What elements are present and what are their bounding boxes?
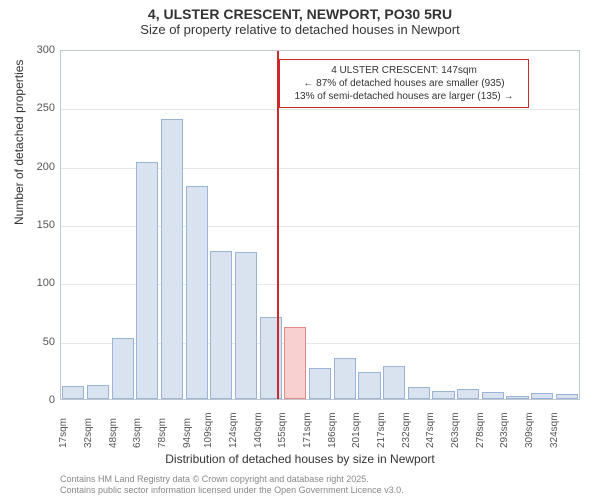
bar [383, 366, 405, 399]
bar [87, 385, 109, 399]
bar [210, 251, 232, 399]
bar [309, 368, 331, 400]
annotation-line3: 13% of semi-detached houses are larger (… [286, 90, 522, 103]
y-tick-label: 0 [15, 394, 55, 406]
bar [62, 386, 84, 399]
y-tick-label: 100 [15, 277, 55, 289]
plot-region: 17sqm32sqm48sqm63sqm78sqm94sqm109sqm124s… [60, 50, 580, 400]
footer-line1: Contains HM Land Registry data © Crown c… [60, 474, 404, 485]
x-tick-label: 232sqm [401, 412, 412, 448]
x-tick-label: 263sqm [450, 412, 461, 448]
bar [457, 389, 479, 400]
bar-highlight [284, 327, 306, 399]
x-tick-label: 201sqm [352, 412, 363, 448]
y-tick-label: 250 [15, 102, 55, 114]
x-tick-label: 217sqm [376, 412, 387, 448]
x-tick-label: 186sqm [327, 412, 338, 448]
x-tick-label: 63sqm [132, 418, 143, 448]
bar [136, 162, 158, 399]
x-tick-label: 78sqm [157, 418, 168, 448]
bar [358, 372, 380, 399]
bar [161, 119, 183, 399]
bar [482, 392, 504, 399]
bar [531, 393, 553, 399]
annotation-line1: 4 ULSTER CRESCENT: 147sqm [286, 64, 522, 77]
bar-slot: 17sqm [61, 51, 86, 399]
x-tick-label: 17sqm [58, 418, 69, 448]
bar-slot: 324sqm [554, 51, 579, 399]
footer-line2: Contains public sector information licen… [60, 485, 404, 496]
x-tick-label: 293sqm [500, 412, 511, 448]
x-tick-label: 171sqm [302, 412, 313, 448]
bar [432, 391, 454, 399]
y-tick-label: 50 [15, 336, 55, 348]
bar-slot: 48sqm [110, 51, 135, 399]
x-tick-label: 94sqm [182, 418, 193, 448]
annotation-box: 4 ULSTER CRESCENT: 147sqm ← 87% of detac… [279, 59, 529, 108]
x-tick-label: 109sqm [204, 412, 215, 448]
bar [112, 338, 134, 399]
bar-slot: 78sqm [160, 51, 185, 399]
annotation-line2: ← 87% of detached houses are smaller (93… [286, 77, 522, 90]
x-tick-label: 309sqm [524, 412, 535, 448]
bar-slot: 309sqm [530, 51, 555, 399]
bar [235, 252, 257, 399]
y-tick-label: 150 [15, 219, 55, 231]
x-axis-label: Distribution of detached houses by size … [0, 452, 600, 466]
y-tick-label: 300 [15, 44, 55, 56]
x-tick-label: 48sqm [108, 418, 119, 448]
x-tick-label: 140sqm [253, 412, 264, 448]
y-tick-label: 200 [15, 161, 55, 173]
chart-area: 17sqm32sqm48sqm63sqm78sqm94sqm109sqm124s… [60, 50, 580, 400]
x-tick-label: 247sqm [426, 412, 437, 448]
bar-slot: 124sqm [234, 51, 259, 399]
chart-title: 4, ULSTER CRESCENT, NEWPORT, PO30 5RU [0, 0, 600, 22]
bar [334, 358, 356, 399]
bar-slot: 94sqm [184, 51, 209, 399]
x-tick-label: 324sqm [549, 412, 560, 448]
bar [186, 186, 208, 400]
bar-slot: 109sqm [209, 51, 234, 399]
x-tick-label: 32sqm [83, 418, 94, 448]
footer: Contains HM Land Registry data © Crown c… [60, 474, 404, 496]
bar [408, 387, 430, 399]
bar-slot: 32sqm [86, 51, 111, 399]
x-tick-label: 124sqm [228, 412, 239, 448]
bar-slot: 63sqm [135, 51, 160, 399]
bar [556, 394, 578, 399]
x-tick-label: 278sqm [475, 412, 486, 448]
x-tick-label: 155sqm [278, 412, 289, 448]
bar [506, 396, 528, 400]
y-axis-label: Number of detached properties [12, 60, 26, 225]
chart-subtitle: Size of property relative to detached ho… [0, 22, 600, 41]
